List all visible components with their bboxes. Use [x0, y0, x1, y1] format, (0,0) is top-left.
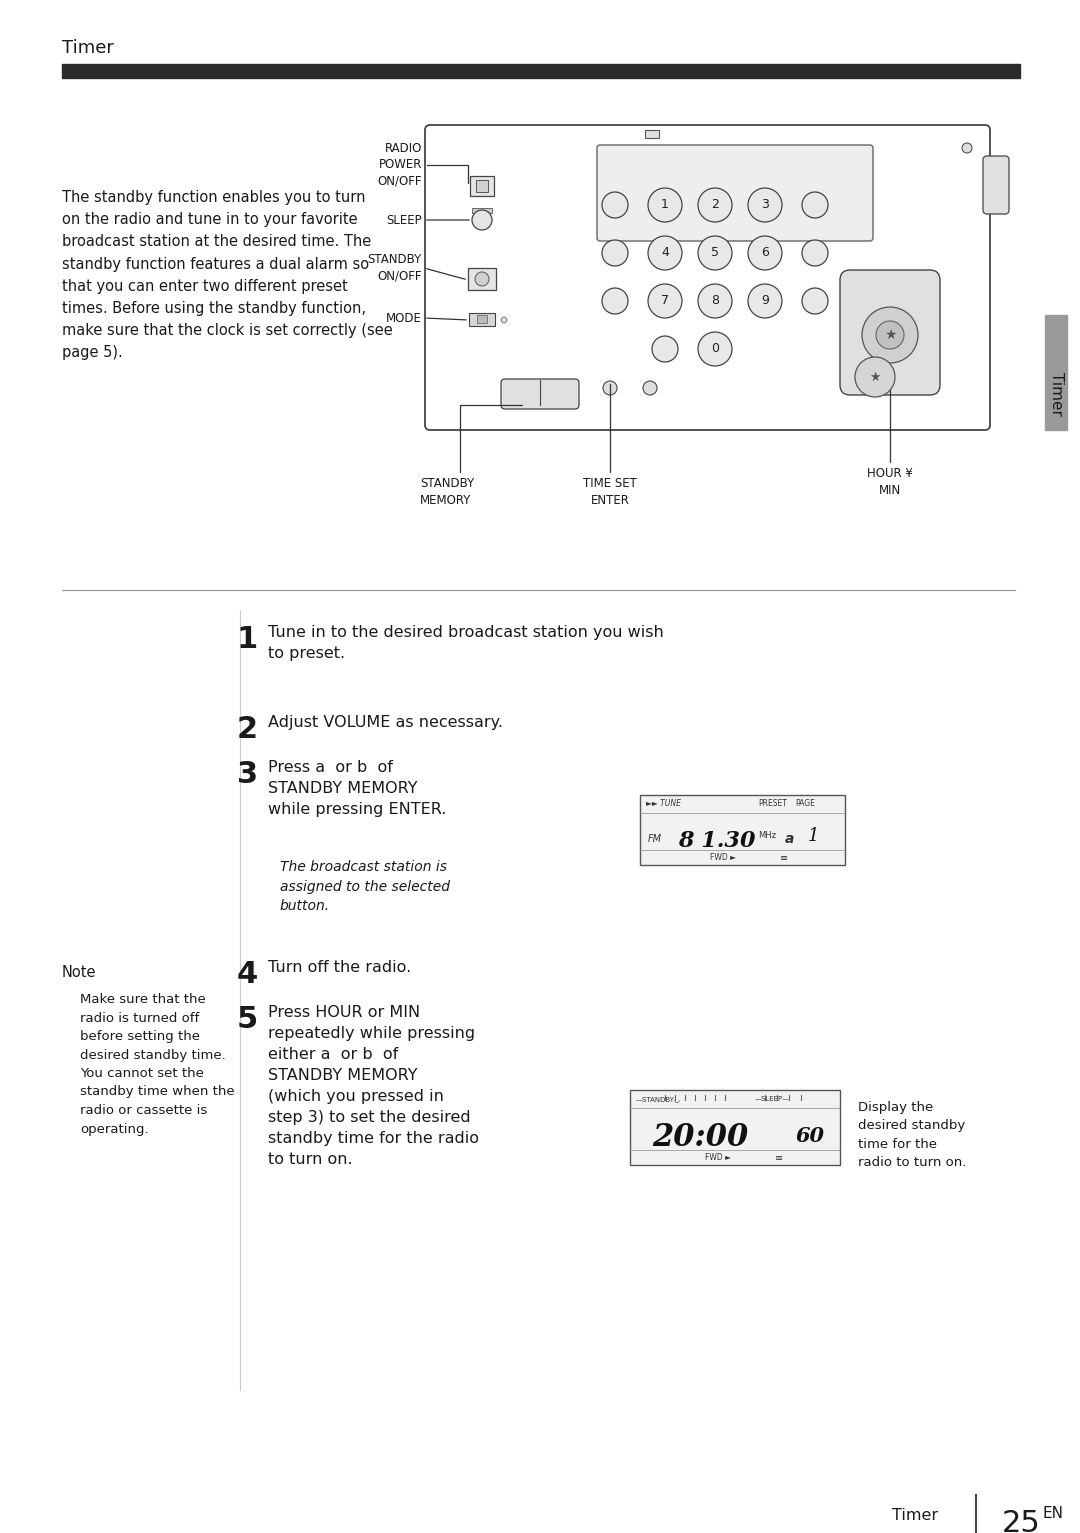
Text: STANDBY
ON/OFF: STANDBY ON/OFF — [368, 253, 422, 282]
Text: SLEEP: SLEEP — [387, 213, 422, 227]
FancyBboxPatch shape — [630, 1090, 840, 1165]
Text: 2: 2 — [711, 198, 719, 212]
Text: MHz: MHz — [758, 831, 777, 840]
Text: 0: 0 — [711, 342, 719, 356]
Text: ►► TUNE: ►► TUNE — [646, 799, 681, 808]
Text: 5: 5 — [711, 247, 719, 259]
Text: 6: 6 — [761, 247, 769, 259]
Text: 7: 7 — [661, 294, 669, 308]
Text: HOUR ¥
MIN: HOUR ¥ MIN — [867, 468, 913, 497]
Circle shape — [648, 236, 681, 270]
FancyBboxPatch shape — [426, 126, 990, 429]
Text: Adjust VOLUME as necessary.: Adjust VOLUME as necessary. — [268, 714, 503, 730]
Circle shape — [802, 288, 828, 314]
Text: PRESET: PRESET — [758, 799, 787, 808]
Text: Timer: Timer — [892, 1507, 939, 1522]
Text: 3: 3 — [237, 760, 258, 789]
Text: 1: 1 — [808, 826, 820, 845]
FancyBboxPatch shape — [640, 796, 845, 865]
Text: Timer: Timer — [1049, 373, 1064, 415]
Text: TIME SET
ENTER: TIME SET ENTER — [583, 477, 637, 506]
Bar — [476, 179, 488, 192]
Circle shape — [602, 288, 627, 314]
Circle shape — [862, 307, 918, 363]
Text: 20:00: 20:00 — [652, 1122, 748, 1153]
Text: 60: 60 — [795, 1127, 824, 1147]
Circle shape — [698, 333, 732, 366]
Text: ★: ★ — [883, 328, 896, 342]
Circle shape — [855, 357, 895, 397]
Text: PAGE: PAGE — [795, 799, 815, 808]
Text: —STANDBY◡: —STANDBY◡ — [636, 1096, 681, 1102]
Text: Timer: Timer — [62, 38, 113, 57]
Circle shape — [648, 189, 681, 222]
Circle shape — [602, 241, 627, 267]
Text: Display the
desired standby
time for the
radio to turn on.: Display the desired standby time for the… — [858, 1101, 967, 1170]
Text: Press a  or b  of
STANDBY MEMORY
while pressing ENTER.: Press a or b of STANDBY MEMORY while pre… — [268, 760, 446, 817]
Text: 3: 3 — [761, 198, 769, 212]
Text: 5: 5 — [237, 1006, 258, 1033]
Text: Turn off the radio.: Turn off the radio. — [268, 960, 411, 975]
Circle shape — [748, 236, 782, 270]
Text: 1: 1 — [661, 198, 669, 212]
Bar — [477, 314, 487, 323]
FancyBboxPatch shape — [501, 379, 579, 409]
Circle shape — [475, 271, 489, 287]
Circle shape — [652, 336, 678, 362]
Bar — [1045, 314, 1067, 429]
Circle shape — [962, 143, 972, 153]
Circle shape — [501, 317, 507, 323]
Circle shape — [802, 192, 828, 218]
Circle shape — [648, 284, 681, 317]
Text: 25: 25 — [1002, 1508, 1041, 1533]
Bar — [472, 208, 492, 213]
Circle shape — [876, 320, 904, 350]
Circle shape — [748, 189, 782, 222]
Text: 8 1.30: 8 1.30 — [678, 829, 756, 852]
Text: ≡: ≡ — [780, 852, 788, 863]
Text: ★: ★ — [869, 371, 880, 383]
Text: —SLEEP—: —SLEEP— — [755, 1096, 791, 1102]
Bar — [468, 268, 496, 290]
Circle shape — [643, 382, 657, 396]
Text: Make sure that the
radio is turned off
before setting the
desired standby time.
: Make sure that the radio is turned off b… — [80, 993, 234, 1136]
Circle shape — [603, 382, 617, 396]
FancyBboxPatch shape — [597, 146, 873, 241]
Text: MODE: MODE — [387, 311, 422, 325]
Text: 4: 4 — [661, 247, 669, 259]
Text: The standby function enables you to turn
on the radio and tune in to your favori: The standby function enables you to turn… — [62, 190, 393, 360]
Text: FWD ►: FWD ► — [710, 854, 735, 863]
Bar — [645, 130, 659, 138]
Bar — [470, 176, 494, 196]
Text: 9: 9 — [761, 294, 769, 308]
Text: STANDBY
MEMORY: STANDBY MEMORY — [420, 477, 474, 506]
Text: 2: 2 — [237, 714, 258, 744]
Text: Tune in to the desired broadcast station you wish
to preset.: Tune in to the desired broadcast station… — [268, 625, 664, 661]
Circle shape — [472, 210, 492, 230]
Circle shape — [602, 192, 627, 218]
Text: FM: FM — [648, 834, 662, 845]
Circle shape — [748, 284, 782, 317]
Text: 1: 1 — [237, 625, 258, 655]
Bar — [469, 313, 495, 327]
Text: a: a — [785, 832, 795, 846]
Text: Press HOUR or MIN
repeatedly while pressing
either a  or b  of
STANDBY MEMORY
(w: Press HOUR or MIN repeatedly while press… — [268, 1006, 480, 1167]
Text: Note: Note — [62, 964, 96, 980]
Bar — [62, 64, 1020, 78]
Text: 8: 8 — [711, 294, 719, 308]
Circle shape — [698, 284, 732, 317]
Text: RADIO
POWER
ON/OFF: RADIO POWER ON/OFF — [378, 143, 422, 189]
Circle shape — [698, 236, 732, 270]
Text: EN: EN — [1043, 1505, 1064, 1521]
Text: ≡: ≡ — [775, 1153, 783, 1164]
Circle shape — [698, 189, 732, 222]
Text: 4: 4 — [237, 960, 258, 989]
Text: The broadcast station is
assigned to the selected
button.: The broadcast station is assigned to the… — [280, 860, 450, 914]
FancyBboxPatch shape — [840, 270, 940, 396]
FancyBboxPatch shape — [983, 156, 1009, 215]
Circle shape — [802, 241, 828, 267]
Text: FWD ►: FWD ► — [705, 1153, 731, 1162]
